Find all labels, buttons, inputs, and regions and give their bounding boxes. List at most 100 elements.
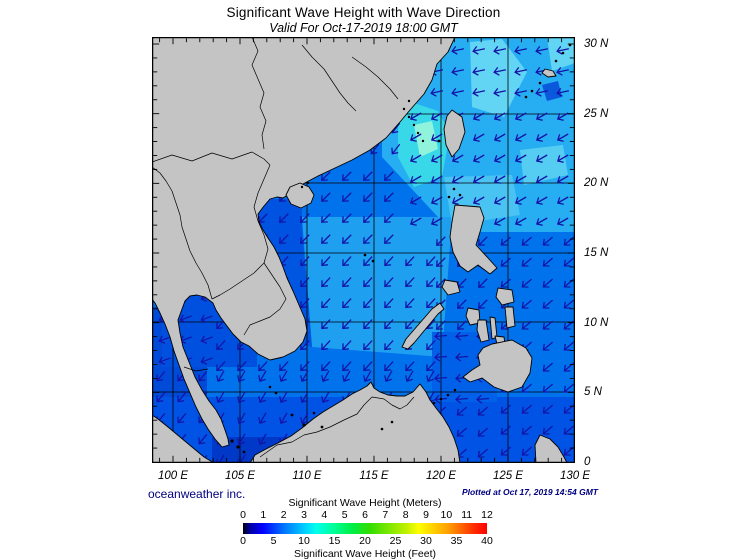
wave-arrow [300, 277, 310, 288]
wave-arrow [363, 213, 373, 223]
wave-arrow [563, 425, 575, 435]
wave-arrow [409, 154, 422, 163]
wave-arrow [198, 433, 208, 445]
wave-arrow [216, 340, 226, 351]
wave-arrow [363, 192, 373, 202]
land-negros [476, 319, 490, 343]
wave-arrow [514, 196, 527, 205]
wave-arrow [342, 171, 352, 181]
feet-tick-label: 35 [450, 535, 463, 547]
wave-arrow [472, 175, 485, 184]
chart-header: Significant Wave Height with Wave Direct… [152, 5, 575, 35]
wave-arrow [434, 373, 448, 383]
wave-arrow [237, 361, 247, 372]
wave-arrow [200, 335, 213, 344]
wave-arrow [237, 370, 246, 383]
x-tick-label: 115 E [359, 470, 389, 482]
wave-arrow [300, 391, 309, 404]
wave-arrow [405, 277, 415, 288]
y-tick-label: 15 N [584, 247, 609, 259]
wave-arrow [409, 133, 422, 142]
wave-arrow [456, 406, 468, 416]
land-hainan [285, 182, 315, 209]
wave-arrow [542, 341, 554, 351]
wave-arrow [451, 196, 464, 205]
meters-tick-label: 8 [402, 509, 409, 521]
wave-arrow [179, 314, 192, 323]
credit-text: oceanweather inc. [148, 487, 246, 501]
wave-arrow [436, 236, 446, 246]
wave-arrow [514, 133, 527, 142]
wave-arrow [542, 236, 554, 246]
wave-arrow [436, 320, 446, 330]
wave-arrow [216, 361, 226, 372]
chart-valid-time: Valid For Oct-17-2019 18:00 GMT [269, 21, 458, 35]
wave-arrow [391, 143, 401, 155]
wave-arrow [405, 298, 415, 309]
wave-arrow [156, 391, 166, 403]
wave-arrow [542, 425, 554, 435]
plotted-timestamp: Plotted at Oct 17, 2019 14:54 GMT [461, 487, 598, 497]
wave-arrow [500, 257, 512, 267]
wave-arrow [521, 446, 533, 456]
wave-arrow [521, 383, 533, 393]
meters-tick-label: 5 [341, 509, 348, 521]
land-samar [495, 287, 515, 306]
wave-arrow [426, 361, 436, 372]
wave-arrow [405, 319, 415, 330]
wave-arrow [321, 370, 330, 383]
wave-arrow [430, 196, 443, 205]
wave-arrow [426, 370, 435, 383]
feet-tick-label: 0 [240, 535, 246, 547]
feet-tick-label: 25 [389, 535, 402, 547]
wave-arrow [451, 88, 465, 97]
country-borders [152, 37, 399, 372]
wave-arrow [363, 340, 373, 351]
wave-arrow [563, 257, 575, 267]
wave-arrow [342, 370, 351, 383]
wave-arrow [457, 320, 467, 330]
wave-arrow [237, 412, 246, 425]
wave-arrow [300, 298, 310, 309]
wave-arrow [556, 112, 569, 121]
land-mindoro [441, 279, 461, 296]
land-taiwan [443, 109, 466, 158]
wave-arrow [321, 256, 331, 267]
wave-arrow [384, 361, 394, 372]
wave-arrow [430, 175, 443, 184]
land-sulawesi [534, 434, 568, 463]
wave-arrow [493, 133, 506, 142]
wave-arrow [363, 256, 373, 267]
x-tick-label: 105 E [224, 470, 256, 482]
wave-arrow [493, 175, 506, 184]
wave-arrow [279, 412, 288, 425]
wave-arrow [514, 154, 527, 163]
wave-arrow [535, 175, 548, 184]
colorbar-title-feet: Significant Wave Height (Feet) [293, 548, 436, 560]
colorbar-gradient [243, 523, 487, 534]
wave-arrow [430, 88, 444, 97]
wave-arrow [321, 391, 330, 404]
wave-arrow [556, 196, 569, 205]
wave-arrow [363, 361, 373, 372]
y-tick-label: 0 [584, 456, 591, 469]
wave-arrow [300, 213, 310, 223]
wave-arrow [342, 298, 352, 309]
wave-arrow [478, 299, 488, 309]
wave-arrow [409, 175, 422, 184]
wave-arrow [177, 391, 187, 403]
wave-arrow [279, 370, 288, 383]
wave-arrow [493, 154, 506, 163]
x-tick-label: 100 E [157, 470, 189, 482]
wave-arrow [500, 236, 512, 246]
wave-arrow [258, 433, 267, 446]
wave-arrow [430, 154, 443, 163]
wave-arrow [493, 46, 507, 55]
wave-arrow [158, 335, 171, 344]
meters-tick-label: 10 [440, 509, 453, 521]
wave-arrow [384, 340, 394, 351]
wave-arrow [156, 370, 166, 382]
wave-arrow [405, 361, 415, 372]
wave-arrow [521, 257, 533, 267]
